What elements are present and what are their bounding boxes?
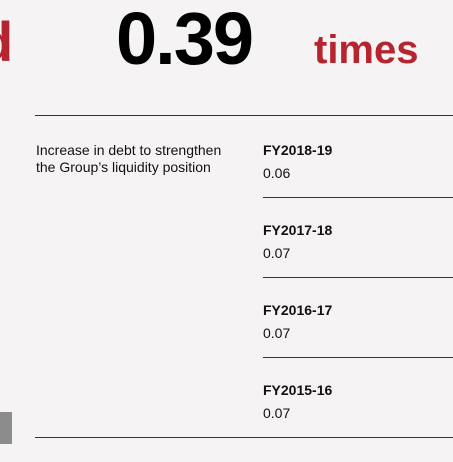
history-item: FY2017-18 0.07 [263, 222, 453, 302]
divider [35, 437, 453, 438]
fiscal-year: FY2016-17 [263, 302, 333, 318]
ratio-value: 0.07 [263, 405, 291, 421]
history-item: FY2018-19 0.06 [263, 142, 453, 222]
ratio-value: 0.06 [263, 165, 291, 181]
divider [35, 115, 453, 116]
fiscal-year: FY2015-16 [263, 382, 333, 398]
fiscal-year: FY2017-18 [263, 222, 333, 238]
divider [263, 357, 453, 358]
divider [263, 277, 453, 278]
side-block [0, 412, 12, 444]
cut-heading: d [0, 14, 13, 70]
fiscal-year: FY2018-19 [263, 142, 333, 158]
history-item: FY2016-17 0.07 [263, 302, 453, 382]
headline-unit: times [314, 28, 419, 72]
description: Increase in debt to strengthen the Group… [36, 142, 222, 175]
ratio-value: 0.07 [263, 325, 291, 341]
headline-value: 0.39 [116, 0, 254, 80]
page: d 0.39 times Increase in debt to strengt… [0, 0, 453, 444]
divider [263, 197, 453, 198]
ratio-value: 0.07 [263, 245, 291, 261]
history-item: FY2015-16 0.07 [263, 382, 453, 462]
